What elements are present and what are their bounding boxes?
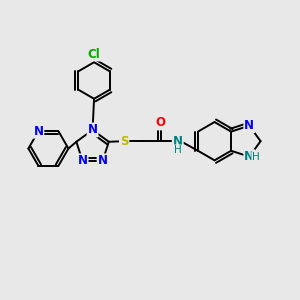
Text: Cl: Cl: [88, 47, 100, 61]
Text: H: H: [252, 152, 260, 162]
Text: N: N: [244, 150, 254, 163]
Text: N: N: [244, 119, 254, 132]
Text: S: S: [120, 135, 128, 148]
Text: N: N: [77, 154, 88, 167]
Text: N: N: [98, 154, 108, 167]
Text: N: N: [88, 124, 98, 136]
Text: N: N: [33, 125, 43, 138]
Text: N: N: [173, 135, 183, 148]
Text: H: H: [174, 145, 182, 155]
Text: O: O: [156, 116, 166, 129]
